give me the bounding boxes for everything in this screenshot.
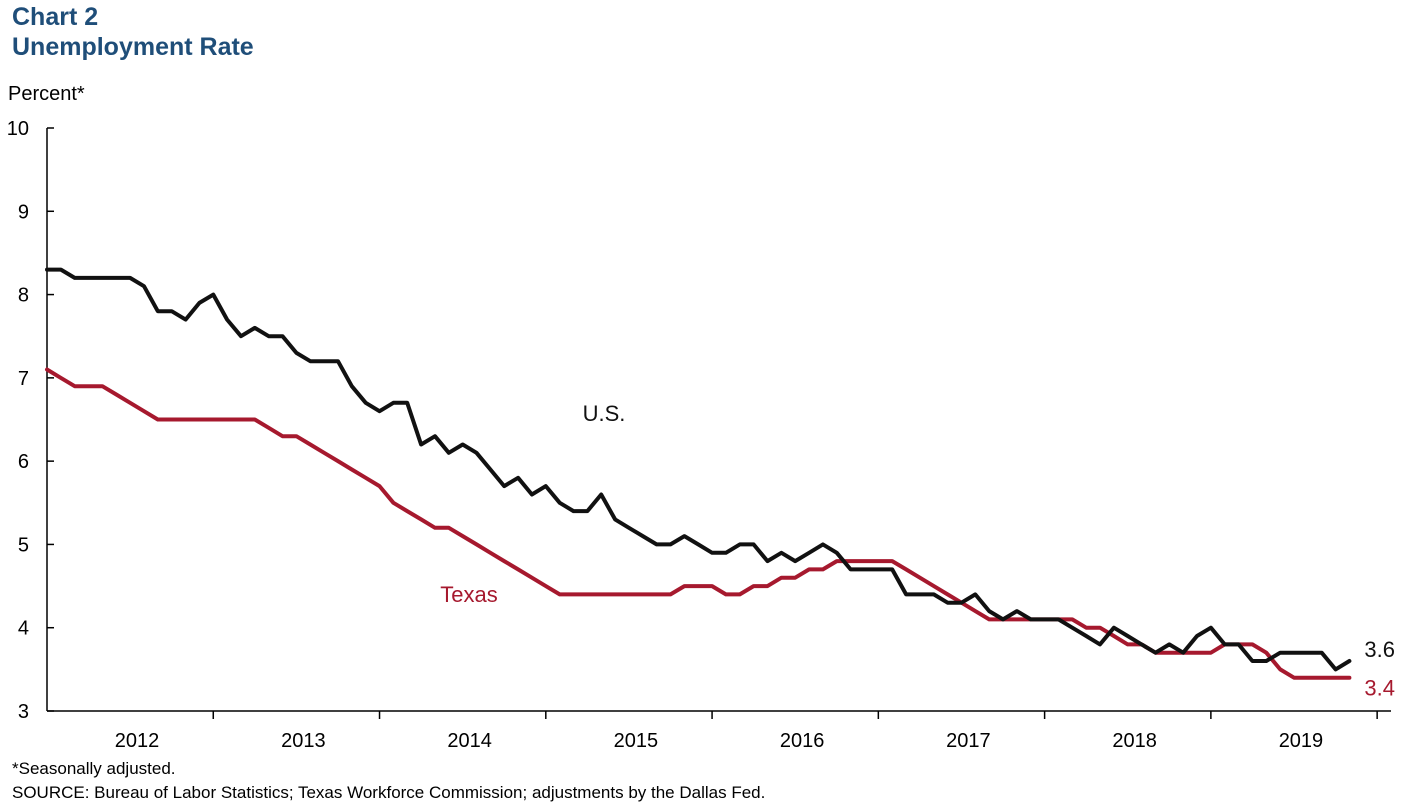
end-value-label-us: 3.6 — [1364, 637, 1395, 662]
y-tick-label: 5 — [18, 534, 29, 556]
series-line-us — [45, 267, 1352, 672]
x-tick-label: 2017 — [946, 730, 991, 752]
x-tick-label: 2015 — [614, 730, 659, 752]
end-value-label-texas: 3.4 — [1364, 676, 1395, 701]
axes: 3 4 5 6 7 8 9 10 2012 2013 2014 2015 2016 2017 2018 201… — [7, 118, 1391, 752]
footnote: *Seasonally adjusted. — [12, 759, 176, 778]
series-layer — [45, 267, 1352, 680]
source-note: SOURCE: Bureau of Labor Statistics; Texa… — [12, 783, 766, 802]
y-tick-label: 8 — [18, 285, 29, 307]
x-tick-label: 2014 — [447, 730, 492, 752]
x-tick-label: 2013 — [281, 730, 326, 752]
series-label-us: U.S. — [583, 401, 626, 426]
x-tick-label: 2016 — [780, 730, 825, 752]
y-axis-label: Percent* — [8, 83, 85, 105]
x-tick-label: 2018 — [1112, 730, 1157, 752]
y-tick-label: 9 — [18, 201, 29, 223]
chart-label: Chart 2 — [12, 3, 99, 31]
labels-layer: U.S. 3.6 Texas 3.4 — [440, 401, 1395, 701]
x-tick-label: 2012 — [115, 730, 160, 752]
y-tick-label: 3 — [18, 701, 29, 723]
x-tick-label: 2019 — [1279, 730, 1324, 752]
series-label-texas: Texas — [440, 582, 497, 607]
series-line-texas — [45, 367, 1352, 680]
y-tick-label: 6 — [18, 451, 29, 473]
y-tick-label: 4 — [18, 618, 29, 640]
chart-title: Unemployment Rate — [12, 33, 254, 61]
y-tick-label: 10 — [7, 118, 29, 140]
y-tick-label: 7 — [18, 368, 29, 390]
